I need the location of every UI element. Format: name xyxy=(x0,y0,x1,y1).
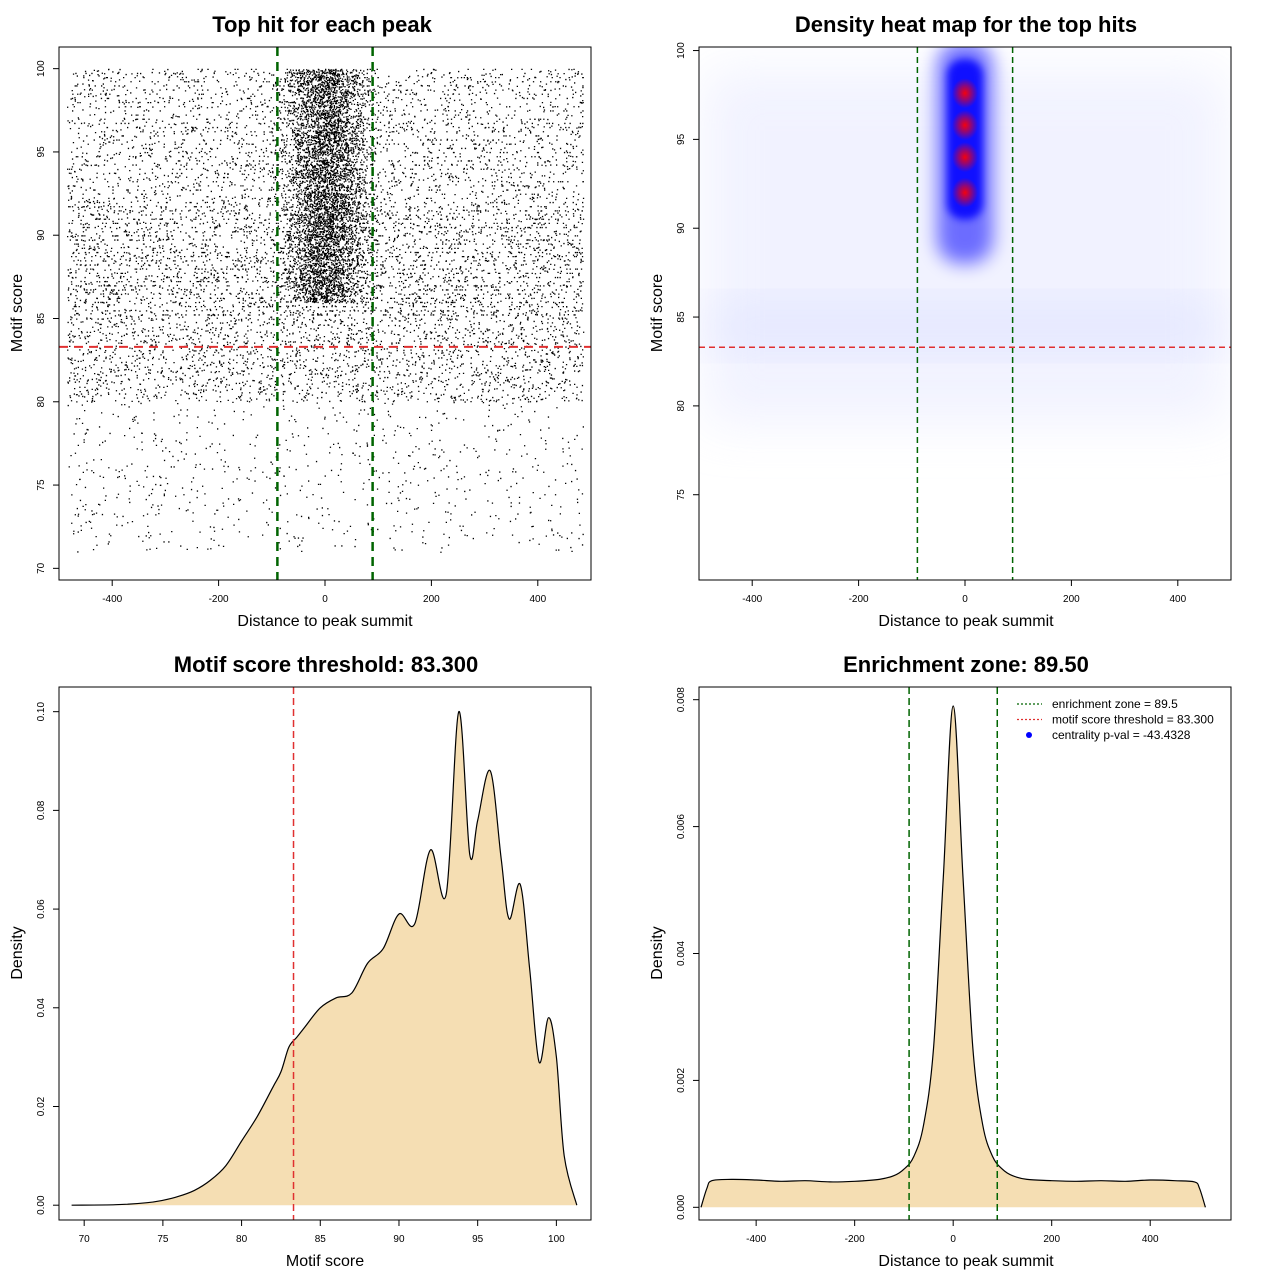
x-axis-label: Distance to peak summit xyxy=(237,613,413,630)
y-tick-label: 80 xyxy=(36,396,47,408)
x-tick-label: 0 xyxy=(950,1234,956,1245)
y-tick-label: 95 xyxy=(36,146,47,158)
y-tick-label: 85 xyxy=(676,311,687,323)
density-curve xyxy=(71,711,578,1206)
x-axis: -400 -200 0 200 400 xyxy=(742,580,1187,605)
x-tick-label: 70 xyxy=(79,1234,91,1245)
x-tick-label: 400 xyxy=(529,594,546,605)
density-area xyxy=(701,706,1206,1208)
plot-frame xyxy=(58,686,592,1221)
x-tick-label: -400 xyxy=(102,594,122,605)
x-tick-label: 80 xyxy=(236,1234,248,1245)
heatmap-background-density xyxy=(705,299,1225,353)
x-tick-label: 95 xyxy=(472,1234,484,1245)
x-axis-label: Distance to peak summit xyxy=(878,613,1054,630)
y-tick-label: 0.008 xyxy=(676,687,687,712)
y-axis-label: Motif score xyxy=(649,274,666,352)
x-axis-label: Motif score xyxy=(286,1253,364,1270)
x-tick-label: 0 xyxy=(962,594,968,605)
y-axis: 0.000 0.002 0.004 0.006 0.008 xyxy=(676,687,699,1220)
chart-title: Motif score threshold: 83.300 xyxy=(174,652,478,677)
y-tick-label: 0.006 xyxy=(676,814,687,839)
chart-title: Density heat map for the top hits xyxy=(795,12,1137,37)
x-tick-label: 200 xyxy=(1043,1234,1060,1245)
plot-area xyxy=(59,47,591,580)
x-tick-label: 400 xyxy=(1142,1234,1159,1245)
x-tick-label: 100 xyxy=(548,1234,565,1245)
x-tick-label: 200 xyxy=(423,594,440,605)
heatmap-panel: Density heat map for the top hits -400 -2… xyxy=(649,12,1232,630)
legend-marker xyxy=(1026,732,1032,738)
y-axis: 75 80 85 90 95 100 xyxy=(676,42,699,501)
y-tick-label: 95 xyxy=(676,133,687,145)
legend-label: enrichment zone = 89.5 xyxy=(1052,697,1178,711)
y-tick-label: 0.00 xyxy=(36,1195,47,1215)
y-tick-label: 0.000 xyxy=(676,1194,687,1219)
heatmap-hotspot xyxy=(952,78,978,109)
x-tick-label: -200 xyxy=(209,594,229,605)
y-tick-label: 85 xyxy=(36,312,47,324)
x-tick-label: 85 xyxy=(315,1234,327,1245)
y-axis-label: Density xyxy=(9,926,26,979)
y-tick-label: 0.06 xyxy=(36,899,47,919)
x-tick-label: -200 xyxy=(849,594,869,605)
legend: enrichment zone = 89.5 motif score thresh… xyxy=(1017,697,1214,742)
heatmap-hotspot xyxy=(952,110,978,141)
y-tick-label: 90 xyxy=(36,229,47,241)
legend-label: motif score threshold = 83.300 xyxy=(1052,713,1214,727)
y-tick-label: 100 xyxy=(676,42,687,59)
y-tick-label: 70 xyxy=(36,562,47,574)
y-axis: 70 75 80 85 90 95 100 xyxy=(36,60,59,574)
x-axis: -400 -200 0 200 400 xyxy=(746,1220,1159,1245)
x-tick-label: -400 xyxy=(746,1234,766,1245)
y-tick-label: 90 xyxy=(676,222,687,234)
x-tick-label: 0 xyxy=(322,594,328,605)
y-tick-label: 75 xyxy=(676,489,687,501)
x-tick-label: 400 xyxy=(1169,594,1186,605)
y-tick-label: 0.08 xyxy=(36,800,47,820)
x-axis-label: Distance to peak summit xyxy=(878,1253,1054,1270)
score-density-panel: Motif score threshold: 83.300 70 75 80 85 90… xyxy=(9,652,592,1270)
scatter-points xyxy=(67,68,585,553)
x-tick-label: 200 xyxy=(1063,594,1080,605)
plot-area xyxy=(71,687,578,1220)
heatmap-hotspot xyxy=(952,177,978,208)
y-axis-label: Density xyxy=(649,926,666,979)
x-tick-label: 90 xyxy=(393,1234,405,1245)
y-tick-label: 0.002 xyxy=(676,1067,687,1092)
density-area xyxy=(71,711,577,1206)
y-tick-label: 80 xyxy=(676,400,687,412)
distance-density-panel: Enrichment zone: 89.50 -400 -200 0 200 400 0… xyxy=(649,652,1232,1270)
scatter-panel: Top hit for each peak -400 -200 0 200 400 70… xyxy=(9,12,592,630)
chart-title: Top hit for each peak xyxy=(212,12,432,37)
chart-title: Enrichment zone: 89.50 xyxy=(843,652,1089,677)
x-tick-label: -200 xyxy=(845,1234,865,1245)
y-tick-label: 0.02 xyxy=(36,1096,47,1116)
y-axis: 0.00 0.02 0.04 0.06 0.08 0.10 xyxy=(36,702,59,1215)
legend-label: centrality p-val = -43.4328 xyxy=(1052,728,1191,742)
x-axis: -400 -200 0 200 400 xyxy=(102,580,547,605)
plot-area xyxy=(699,47,1231,580)
y-tick-label: 0.10 xyxy=(36,702,47,722)
y-tick-label: 100 xyxy=(36,60,47,77)
x-tick-label: 75 xyxy=(157,1234,169,1245)
heatmap-hotspot xyxy=(952,142,978,173)
y-tick-label: 75 xyxy=(36,479,47,491)
x-tick-label: -400 xyxy=(742,594,762,605)
y-tick-label: 0.004 xyxy=(676,941,687,966)
y-axis-label: Motif score xyxy=(9,274,26,352)
y-tick-label: 0.04 xyxy=(36,998,47,1018)
plot-area xyxy=(700,687,1206,1220)
x-axis: 70 75 80 85 90 95 100 xyxy=(79,1220,565,1245)
density-curve xyxy=(700,705,1206,1208)
